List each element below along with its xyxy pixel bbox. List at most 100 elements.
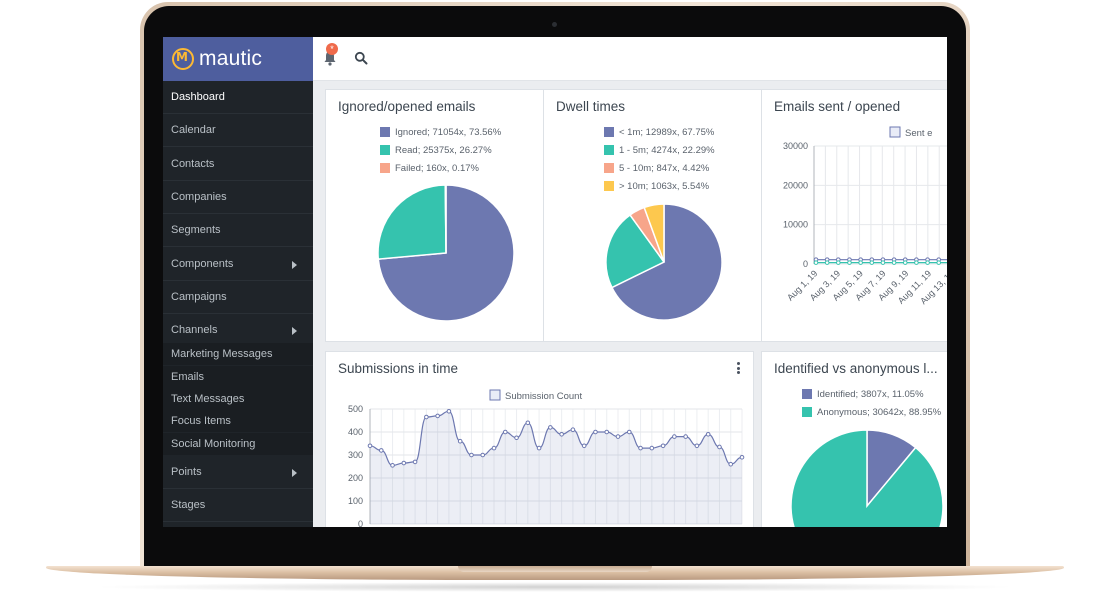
legend-item[interactable]: Failed; 160x, 0.17% (380, 159, 501, 177)
data-point[interactable] (412, 459, 418, 465)
data-point[interactable] (514, 435, 519, 441)
data-point[interactable] (604, 429, 610, 435)
data-point[interactable] (570, 427, 576, 432)
legend-item[interactable]: 1 - 5m; 4274x, 22.29% (604, 141, 715, 159)
widget-title: Identified vs anonymous l... (774, 361, 938, 376)
data-point[interactable] (581, 443, 587, 449)
data-point[interactable] (615, 434, 621, 439)
sidebar-item-stages[interactable]: Stages (163, 489, 313, 523)
legend-item[interactable]: Identified; 3807x, 11.05% (802, 385, 941, 403)
data-point[interactable] (891, 260, 897, 265)
sidebar-subitem-text-messages[interactable]: Text Messages (163, 388, 313, 410)
data-point[interactable] (401, 460, 407, 466)
data-point[interactable] (936, 260, 942, 265)
legend-swatch (889, 126, 901, 138)
search-icon[interactable] (354, 51, 368, 65)
legend-item[interactable]: > 10m; 1063x, 5.54% (604, 177, 715, 195)
legend-swatch (604, 181, 614, 191)
data-point[interactable] (649, 445, 655, 451)
data-point[interactable] (593, 429, 598, 435)
pie-slice-2[interactable] (605, 213, 666, 289)
data-point[interactable] (694, 443, 700, 449)
data-point[interactable] (869, 260, 875, 265)
data-point[interactable] (739, 455, 745, 460)
sidebar-item-campaigns[interactable]: Campaigns (163, 281, 313, 314)
data-point[interactable] (559, 432, 564, 437)
data-point[interactable] (858, 260, 863, 265)
sidebar-item-points[interactable]: Points (163, 456, 313, 489)
pie-slice-1[interactable] (610, 203, 723, 321)
data-point[interactable] (525, 420, 531, 426)
data-point[interactable] (660, 443, 666, 449)
sidebar-item-dashboard[interactable]: Dashboard (163, 81, 313, 114)
pie-slice-3[interactable] (444, 184, 447, 254)
data-point[interactable] (683, 434, 688, 439)
data-point[interactable] (424, 414, 429, 420)
top-bar: * (313, 37, 947, 81)
sidebar-subitem-focus-items[interactable]: Focus Items (163, 410, 313, 433)
y-tick-label: 400 (348, 427, 363, 437)
legend-item[interactable]: Read; 25375x, 26.27% (380, 141, 501, 159)
sidebar-item-label: Calendar (171, 124, 216, 137)
sidebar-item-calendar[interactable]: Calendar (163, 114, 313, 148)
widget-menu-icon[interactable] (737, 362, 741, 376)
data-point[interactable] (925, 260, 930, 265)
data-point[interactable] (446, 409, 452, 414)
data-point[interactable] (469, 452, 474, 458)
data-point[interactable] (378, 448, 384, 453)
data-point[interactable] (717, 444, 722, 450)
pie-slice-2[interactable] (790, 429, 944, 527)
legend-label: Anonymous; 30642x, 88.95% (817, 406, 942, 418)
data-point[interactable] (502, 429, 508, 435)
data-point[interactable] (902, 260, 908, 265)
pie-slice-4[interactable] (643, 203, 665, 263)
data-point[interactable] (390, 463, 395, 468)
sidebar-item-companies[interactable]: Companies (163, 181, 313, 214)
data-point[interactable] (836, 260, 841, 265)
data-point[interactable] (847, 260, 852, 265)
legend-item[interactable]: Ignored; 71054x, 73.56% (380, 123, 501, 141)
sidebar-subitem-marketing-messages[interactable]: Marketing Messages (163, 343, 313, 366)
sidebar-item-contacts[interactable]: Contacts (163, 148, 313, 181)
widget-emails-sent-opened: Emails sent / opened Sent e 0 10000 20000 30… (761, 89, 947, 342)
sidebar-subitem-social-monitoring[interactable]: Social Monitoring (163, 432, 313, 455)
legend-item[interactable]: 5 - 10m; 847x, 4.42% (604, 159, 715, 177)
sidebar-item-segments[interactable]: Segments (163, 214, 313, 248)
y-tick-label: 200 (348, 473, 363, 483)
legend-item[interactable]: Anonymous; 30642x, 88.95% (802, 403, 941, 421)
legend-swatch (489, 389, 501, 401)
sidebar-subitem-emails[interactable]: Emails (163, 365, 313, 388)
data-point[interactable] (367, 443, 373, 449)
data-point[interactable] (813, 260, 819, 265)
pie-slice-2[interactable] (377, 184, 447, 260)
legend-item[interactable]: < 1m; 12989x, 67.75% (604, 123, 715, 141)
laptop-base (46, 566, 1064, 580)
data-point[interactable] (491, 445, 497, 451)
sidebar-item-channels[interactable]: Channels (163, 314, 313, 348)
sidebar-item-label: Stages (171, 499, 206, 512)
data-point[interactable] (914, 260, 919, 265)
data-point[interactable] (672, 434, 677, 439)
legend-label: 1 - 5m; 4274x, 22.29% (619, 144, 715, 156)
brand-header[interactable]: M mautic (163, 37, 313, 81)
data-point[interactable] (638, 445, 643, 451)
widget-ignored-opened: Ignored/opened emails Ignored; 71054x, 7… (325, 89, 544, 342)
data-point[interactable] (824, 260, 830, 265)
data-point[interactable] (480, 452, 486, 458)
data-point[interactable] (435, 413, 440, 419)
y-tick-label: 0 (358, 519, 363, 527)
data-point[interactable] (728, 461, 734, 467)
data-point[interactable] (536, 445, 542, 451)
chart-legend: Identified; 3807x, 11.05% Anonymous; 3064… (802, 385, 941, 421)
chart-legend[interactable]: Submission Count (489, 389, 582, 402)
data-point[interactable] (705, 432, 711, 437)
sidebar-item-components[interactable]: Components (163, 248, 313, 281)
chart-legend[interactable]: Sent e (889, 126, 932, 139)
data-point[interactable] (626, 429, 632, 435)
y-tick-label: 20000 (783, 180, 808, 190)
chevron-right-icon (292, 468, 297, 477)
data-point[interactable] (457, 438, 463, 444)
data-point[interactable] (880, 260, 886, 265)
data-point[interactable] (548, 425, 553, 430)
